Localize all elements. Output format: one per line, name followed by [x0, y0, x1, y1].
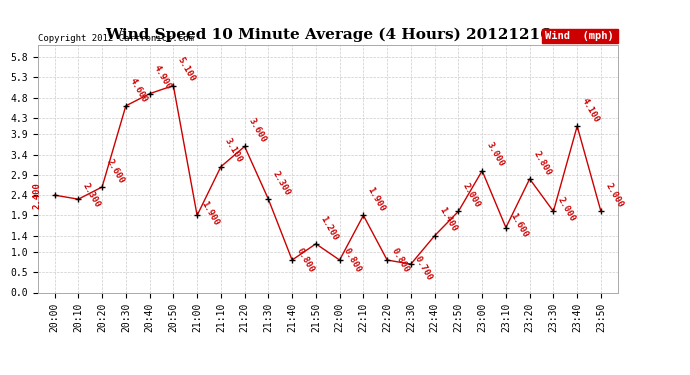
Text: Wind  (mph): Wind (mph)	[545, 31, 614, 40]
Text: 2.600: 2.600	[104, 157, 126, 185]
Text: 0.800: 0.800	[390, 246, 411, 274]
Text: 0.800: 0.800	[342, 246, 363, 274]
Text: 2.400: 2.400	[32, 182, 41, 209]
Text: 2.800: 2.800	[532, 149, 553, 177]
Text: 0.800: 0.800	[295, 246, 316, 274]
Text: 3.600: 3.600	[247, 117, 268, 144]
FancyBboxPatch shape	[542, 29, 618, 42]
Title: Wind Speed 10 Minute Average (4 Hours) 20121216: Wind Speed 10 Minute Average (4 Hours) 2…	[105, 28, 551, 42]
Text: 3.100: 3.100	[224, 137, 244, 165]
Text: 1.200: 1.200	[318, 214, 339, 242]
Text: 4.600: 4.600	[128, 76, 150, 104]
Text: 2.300: 2.300	[81, 182, 102, 209]
Text: 2.000: 2.000	[461, 182, 482, 209]
Text: 5.100: 5.100	[176, 56, 197, 84]
Text: 1.600: 1.600	[509, 212, 529, 240]
Text: 2.000: 2.000	[603, 182, 624, 209]
Text: Copyright 2012 Cartronics.com: Copyright 2012 Cartronics.com	[38, 33, 194, 42]
Text: 1.400: 1.400	[437, 206, 458, 234]
Text: 2.000: 2.000	[555, 196, 577, 223]
Text: 1.900: 1.900	[199, 200, 221, 228]
Text: 4.100: 4.100	[580, 96, 601, 124]
Text: 4.900: 4.900	[152, 64, 173, 92]
Text: 0.700: 0.700	[413, 255, 435, 282]
Text: 1.900: 1.900	[366, 186, 387, 213]
Text: 3.000: 3.000	[484, 141, 506, 169]
Text: 2.300: 2.300	[270, 170, 292, 197]
